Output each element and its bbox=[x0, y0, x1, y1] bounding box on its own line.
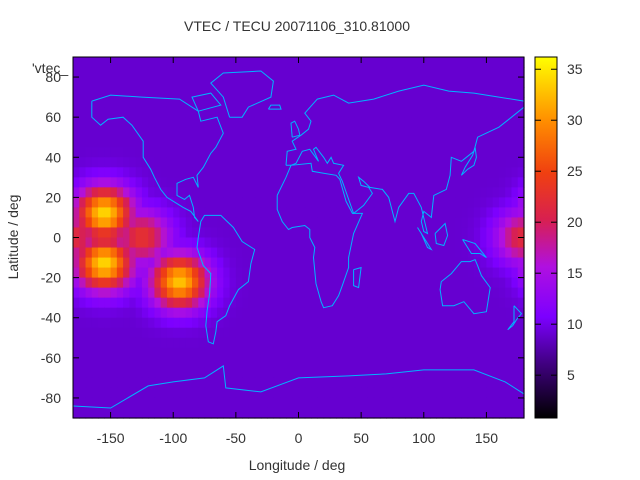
coastline-eurasia-south bbox=[286, 106, 525, 235]
y-tick-label: -20 bbox=[41, 270, 61, 286]
coastline-australia bbox=[439, 258, 491, 315]
colorbar-ticks: 5 10 15 20 25 30 35 bbox=[535, 61, 583, 383]
coastlines bbox=[72, 70, 525, 409]
coastline-north-america bbox=[91, 94, 224, 222]
x-tick-label: -100 bbox=[159, 430, 187, 446]
colorbar-tick-label: 35 bbox=[567, 61, 583, 77]
x-tick-label: 0 bbox=[295, 430, 303, 446]
x-tick-label: 50 bbox=[353, 430, 369, 446]
coastline-eurasia bbox=[285, 84, 525, 166]
chart-title: VTEC / TECU 20071106_310.81000 bbox=[184, 18, 410, 34]
x-tick-label: -150 bbox=[97, 430, 125, 446]
x-tick-label: 100 bbox=[412, 430, 436, 446]
colorbar-gradient bbox=[534, 56, 558, 419]
coastline-greenland bbox=[210, 70, 274, 118]
coastline-new-zealand bbox=[507, 305, 523, 331]
coastline-new-guinea bbox=[462, 239, 487, 259]
coastline-madagascar bbox=[353, 266, 362, 289]
y-tick-label: -60 bbox=[41, 350, 61, 366]
colorbar: 5 10 15 20 25 30 35 bbox=[534, 56, 583, 419]
heatmap-layer bbox=[73, 57, 525, 419]
colorbar-tick-label: 10 bbox=[567, 316, 583, 332]
coastline-british-isles bbox=[290, 120, 301, 138]
x-axis-label: Longitude / deg bbox=[249, 457, 346, 473]
colorbar-tick-label: 15 bbox=[567, 265, 583, 281]
y-tick-label: 0 bbox=[53, 230, 61, 246]
y-tick-label: -80 bbox=[41, 390, 61, 406]
colorbar-tick-label: 25 bbox=[567, 163, 583, 179]
coastline-iceland bbox=[267, 104, 282, 110]
colorbar-tick-label: 20 bbox=[567, 214, 583, 230]
coastline-sumatra bbox=[417, 227, 433, 251]
coastline-baffin bbox=[191, 92, 222, 112]
x-tick-label: 150 bbox=[475, 430, 499, 446]
coastline-borneo bbox=[434, 222, 449, 247]
coastline-south-america bbox=[196, 214, 256, 345]
legend-label: 'vtec_ bbox=[32, 60, 68, 76]
coastline-japan bbox=[460, 147, 477, 176]
y-tick-label: -40 bbox=[41, 310, 61, 326]
coastline-antarctica bbox=[72, 365, 525, 409]
colorbar-tick-label: 5 bbox=[567, 367, 575, 383]
y-tick-label: 60 bbox=[45, 109, 61, 125]
y-tick-label: 80 bbox=[45, 69, 61, 85]
y-tick-label: 40 bbox=[45, 149, 61, 165]
x-ticks: -150 -100 -50 0 50 100 150 bbox=[97, 57, 499, 446]
coastline-africa bbox=[276, 162, 364, 309]
y-axis-label: Latitude / deg bbox=[5, 195, 21, 280]
y-ticks: -80 -60 -40 -20 0 20 40 60 80 bbox=[41, 69, 524, 406]
colorbar-tick-label: 30 bbox=[567, 112, 583, 128]
x-tick-label: -50 bbox=[226, 430, 246, 446]
y-tick-label: 20 bbox=[45, 189, 61, 205]
